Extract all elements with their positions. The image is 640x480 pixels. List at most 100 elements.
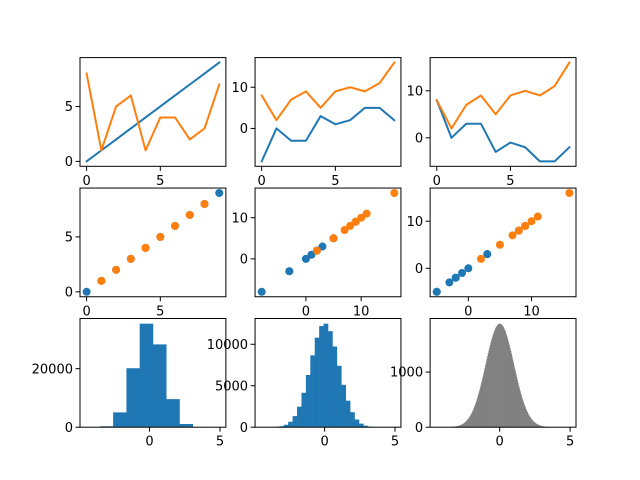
axes-frame [429, 57, 577, 167]
axes-frame [429, 187, 577, 298]
histogram-bar [358, 423, 364, 428]
histogram-bar [511, 353, 512, 428]
axes-frame [79, 57, 227, 167]
histogram-bar [478, 392, 480, 428]
histogram-bar [113, 412, 127, 428]
scatter-point-series-2 [521, 221, 530, 230]
histogram-bar [475, 401, 477, 428]
axes-frame [429, 317, 577, 428]
histogram-bar [509, 348, 511, 428]
histogram-bar [305, 374, 311, 428]
scatter-point-series-1 [285, 267, 294, 276]
histogram-bar [462, 423, 464, 428]
scatter-point-series-1 [307, 250, 316, 259]
scatter-point-series-2 [340, 226, 349, 235]
y-tick-label: 10 [407, 84, 424, 99]
x-tick-label: 5 [391, 435, 399, 450]
scatter-point-series-2 [357, 213, 366, 222]
subplot-2: 0 5 0 10 [232, 57, 402, 189]
y-tick-label: 10000 [207, 338, 248, 353]
histogram-bar [459, 425, 461, 428]
plot-area [261, 323, 395, 428]
histogram-bar [510, 350, 512, 428]
histogram-bar [526, 411, 528, 428]
histogram-bar [494, 329, 496, 428]
x-tick-label: 10 [353, 304, 370, 319]
histogram-bar [328, 331, 333, 428]
histogram-bar [495, 326, 497, 428]
histogram-bar [480, 384, 482, 428]
y-tick-label: 0 [240, 122, 248, 137]
histogram-bar [469, 415, 471, 428]
line-series-2 [435, 61, 571, 130]
histogram-bar [465, 421, 467, 428]
histogram-bar [492, 335, 494, 428]
histogram-bar [474, 405, 476, 428]
scatter-point-series-2 [362, 209, 371, 218]
histogram-bar [481, 379, 483, 428]
plot-area [85, 61, 221, 163]
x-tick-label: 10 [523, 304, 540, 319]
histogram-bar [535, 423, 537, 428]
histogram-bar [487, 353, 489, 428]
scatter-point-series-1 [483, 250, 492, 259]
histogram-bar [466, 420, 468, 428]
histogram-bar [518, 385, 520, 428]
histogram-bar [540, 425, 542, 428]
histogram-bar [498, 323, 500, 428]
histogram-bar [526, 410, 528, 428]
x-tick-label: 5 [331, 174, 339, 189]
x-tick-label: 0 [145, 435, 153, 450]
histogram-bar [345, 400, 351, 428]
histogram-bar [336, 365, 342, 428]
scatter-point-series-1 [301, 254, 310, 263]
scatter-point-series-1 [257, 287, 266, 296]
y-tick-label: 0 [240, 421, 248, 436]
histogram-bar [489, 347, 491, 428]
histogram-bar [459, 425, 461, 428]
line-series-2 [260, 61, 396, 122]
histogram-bar [516, 377, 518, 428]
scatter-point-series-2 [390, 188, 399, 197]
histogram-bar [469, 416, 471, 428]
axes-frame [79, 187, 227, 298]
histogram-bar [490, 342, 492, 428]
histogram-bar [463, 423, 465, 428]
x-tick-label: 5 [566, 435, 574, 450]
histogram-bar [363, 425, 369, 428]
histogram-bar [332, 346, 338, 428]
histogram-bar [531, 419, 533, 428]
histogram-bar [534, 422, 536, 428]
histogram-bar [511, 356, 513, 428]
scatter-point-series-2 [112, 265, 121, 274]
histogram-bar [522, 399, 524, 428]
histogram-bar [473, 408, 475, 428]
histogram-bar [126, 368, 140, 428]
histogram-bar [486, 359, 488, 428]
x-tick-label: 0 [433, 174, 441, 189]
y-tick-label: 10 [407, 215, 424, 230]
histogram-bar [536, 423, 538, 428]
scatter-point-series-2 [171, 221, 180, 230]
line-series-1 [435, 98, 571, 163]
histogram-bar [513, 362, 514, 428]
histogram-bar [484, 367, 486, 428]
x-tick-label: 0 [82, 174, 90, 189]
histogram-bar [505, 331, 507, 428]
y-tick-label: 0 [65, 421, 73, 436]
histogram-bar [479, 387, 481, 428]
histogram-bar [519, 390, 521, 428]
histogram-bar [179, 424, 194, 428]
histogram-bar [485, 364, 487, 428]
histogram-bar [461, 424, 463, 428]
plot-area [442, 323, 570, 428]
subplot-7: 0 5 0 20000 [32, 317, 227, 450]
scatter-point-series-2 [200, 199, 209, 208]
histogram-bar [482, 376, 484, 428]
histogram-bar [528, 415, 530, 428]
histogram-bar [503, 327, 505, 428]
subplot-5: 0 10 0 10 [232, 187, 402, 319]
histogram-bar [493, 333, 495, 428]
scatter-point-series-1 [82, 287, 91, 296]
histogram-bar [541, 426, 543, 428]
